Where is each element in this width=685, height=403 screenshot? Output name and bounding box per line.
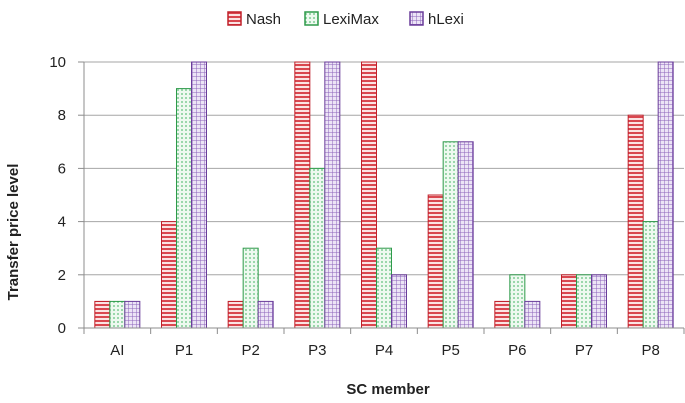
legend-swatch-leximax (304, 11, 319, 26)
legend-swatch-nash (227, 11, 242, 26)
y-tick-label: 2 (58, 267, 66, 284)
bar-nash-p4 (361, 61, 377, 329)
x-tick-labels: AI P1 P2 P3 P4 P5 P6 P7 P8 (110, 342, 660, 359)
x-tick-label: P6 (508, 342, 526, 359)
bar-nash-p6 (494, 300, 511, 329)
x-tick-label: P8 (641, 342, 659, 359)
bar-hlexi-p7 (591, 274, 607, 329)
bar-leximax-p6 (509, 274, 526, 329)
bar-hlexi-p4 (391, 274, 407, 329)
bar-nash-p8 (627, 114, 644, 329)
x-tick-label: P2 (241, 342, 259, 359)
bar-leximax-p4 (376, 247, 392, 329)
x-tick-label: AI (110, 342, 124, 359)
x-tick-label: P7 (575, 342, 593, 359)
legend: Nash LexiMax hLexi (227, 11, 464, 28)
x-tick-label: P1 (175, 342, 193, 359)
bar-hlexi-p2 (257, 300, 274, 329)
bar-nash-ai (94, 300, 111, 329)
bar-leximax-ai (109, 300, 126, 329)
bar-leximax-p3 (309, 167, 326, 329)
bar-hlexi-ai (124, 300, 141, 329)
y-tick-label: 0 (58, 320, 66, 337)
bar-leximax-p1 (176, 88, 192, 329)
bar-nash-p7 (561, 274, 577, 329)
bar-leximax-p7 (576, 274, 592, 329)
x-tick-label: P5 (441, 342, 459, 359)
bar-hlexi-p3 (324, 61, 341, 329)
x-axis-title: SC member (346, 381, 430, 398)
x-tick-label: P4 (375, 342, 393, 359)
bar-nash-p1 (161, 221, 177, 329)
bar-leximax-p5 (442, 141, 459, 329)
bar-hlexi-p1 (191, 61, 207, 329)
bars (94, 61, 674, 329)
legend-label-hlexi: hLexi (428, 11, 464, 28)
legend-label-leximax: LexiMax (323, 11, 379, 28)
bar-hlexi-p5 (457, 141, 474, 329)
bar-leximax-p2 (242, 247, 259, 329)
bar-nash-p3 (294, 61, 311, 329)
y-tick-label: 6 (58, 160, 66, 177)
y-tick-label: 8 (58, 107, 66, 124)
legend-label-nash: Nash (246, 11, 281, 28)
bar-hlexi-p6 (524, 300, 541, 329)
legend-swatch-hlexi (409, 11, 424, 26)
y-axis-title: Transfer price level (5, 164, 22, 301)
x-tick-label: P3 (308, 342, 326, 359)
bar-hlexi-p8 (657, 61, 674, 329)
y-tick-label: 4 (58, 214, 66, 231)
bar-leximax-p8 (642, 221, 659, 329)
y-tick-label: 10 (49, 54, 66, 71)
y-tick-labels: 0 2 4 6 8 10 (49, 54, 66, 337)
axes (78, 61, 685, 334)
bar-nash-p2 (227, 300, 244, 329)
bar-nash-p5 (427, 194, 444, 329)
